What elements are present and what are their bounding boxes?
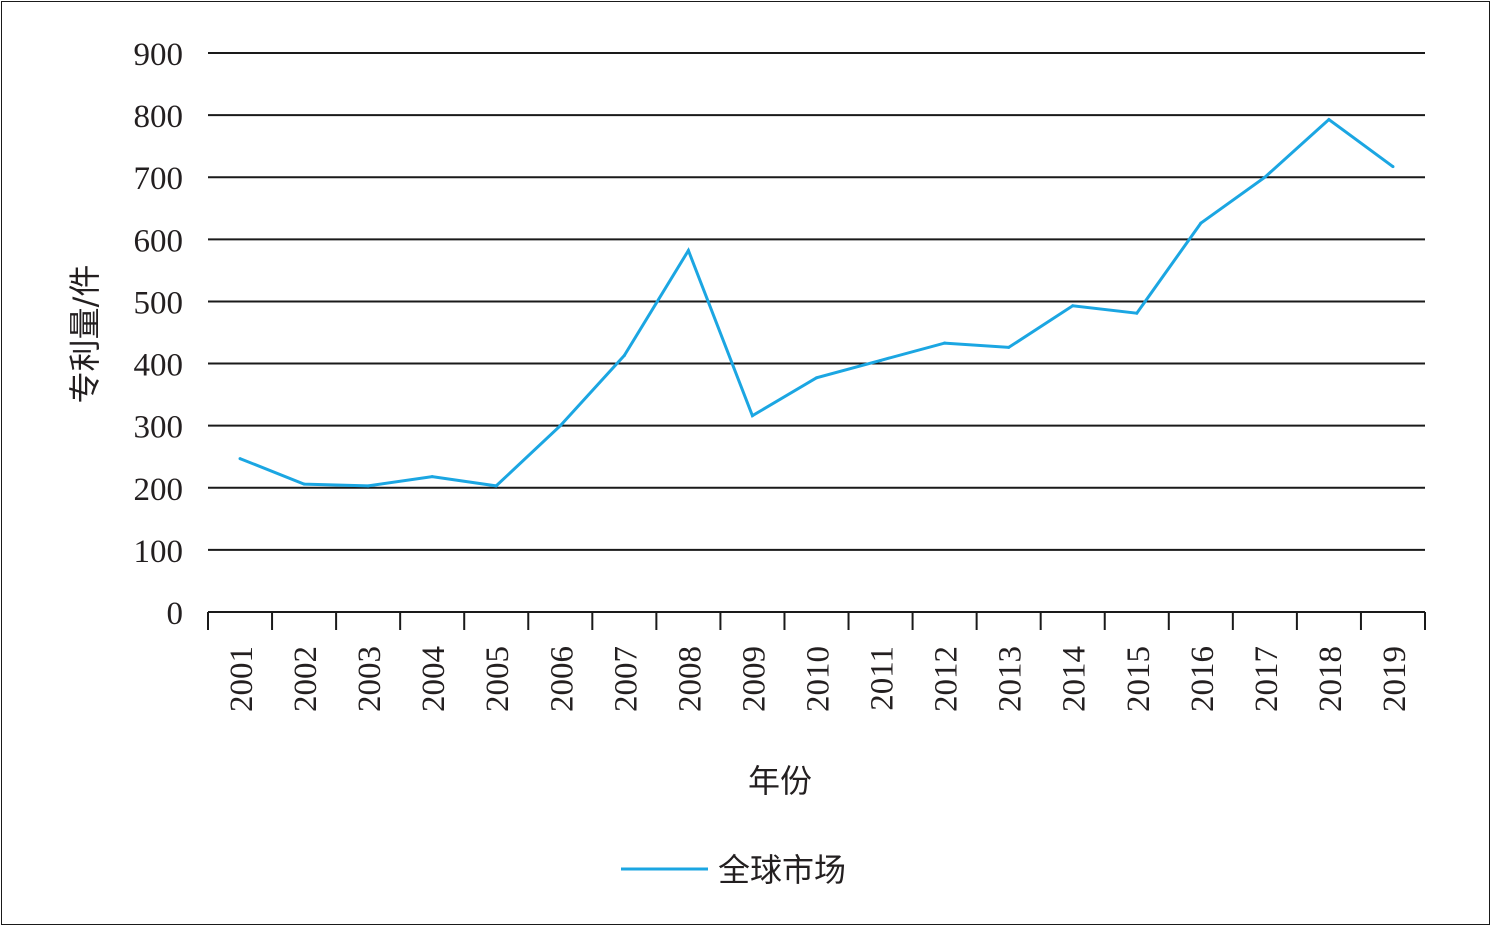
- legend: 全球市场: [621, 851, 846, 889]
- data-point-2008: [686, 249, 690, 253]
- x-tick-label-2015: 2015: [1121, 646, 1157, 712]
- y-tick-label-300: 300: [134, 410, 184, 446]
- data-point-2012: [943, 341, 947, 345]
- x-tick-label-2012: 2012: [929, 646, 965, 712]
- x-tick-label-2006: 2006: [544, 646, 580, 712]
- data-point-2013: [1007, 345, 1011, 349]
- y-tick-labels: 0 100 200 300 400 500 600 700 800 900: [134, 37, 184, 632]
- y-tick-label-700: 700: [134, 161, 184, 197]
- x-tick-label-2019: 2019: [1377, 646, 1413, 712]
- data-point-2018: [1327, 117, 1331, 121]
- data-point-2009: [750, 414, 754, 418]
- legend-label: 全球市场: [718, 851, 846, 889]
- data-point-2003: [366, 484, 370, 488]
- y-tick-label-500: 500: [134, 285, 184, 321]
- y-tick-label-800: 800: [134, 99, 184, 135]
- y-tick-label-400: 400: [134, 348, 184, 384]
- gridlines: [208, 52, 1425, 551]
- x-tick-label-2013: 2013: [993, 646, 1029, 712]
- x-tick-label-2007: 2007: [608, 646, 644, 712]
- data-point-2010: [815, 376, 818, 380]
- data-point-2002: [302, 482, 306, 486]
- x-tick-label-2002: 2002: [288, 646, 324, 712]
- data-point-2001: [238, 457, 242, 461]
- x-tick-label-2008: 2008: [672, 646, 708, 712]
- data-point-2006: [558, 424, 562, 428]
- series-line-0: [239, 117, 1394, 488]
- x-tick-label-2005: 2005: [480, 646, 516, 712]
- data-point-2015: [1135, 311, 1139, 315]
- x-tick-label-2016: 2016: [1185, 646, 1221, 712]
- x-tick-label-2004: 2004: [416, 646, 452, 712]
- y-axis-title: 专利量/件: [66, 265, 104, 404]
- x-tick-label-2009: 2009: [736, 646, 772, 712]
- y-tick-label-600: 600: [134, 223, 184, 259]
- x-tick-labels: 2001 2002 2003 2004 2005 2006 2007 2008 2009 2010…: [224, 646, 1413, 712]
- data-point-2005: [494, 484, 498, 488]
- y-tick-label-900: 900: [134, 37, 184, 73]
- data-point-2017: [1263, 175, 1267, 179]
- data-point-2007: [622, 353, 626, 357]
- x-tick-label-2003: 2003: [352, 646, 388, 712]
- x-tick-label-2011: 2011: [865, 646, 901, 711]
- x-tick-label-2001: 2001: [224, 646, 260, 712]
- data-point-2019: [1391, 165, 1395, 169]
- x-axis-title: 年份: [748, 762, 812, 800]
- y-tick-label-100: 100: [134, 534, 184, 570]
- x-tick-label-2018: 2018: [1313, 646, 1349, 712]
- series: [238, 117, 1395, 488]
- data-point-2011: [879, 358, 883, 362]
- y-tick-label-200: 200: [134, 472, 184, 508]
- x-tick-label-2010: 2010: [801, 646, 837, 712]
- x-tick-label-2014: 2014: [1057, 646, 1093, 712]
- data-point-2014: [1071, 304, 1075, 308]
- x-tick-label-2017: 2017: [1249, 646, 1285, 712]
- data-point-2004: [430, 475, 434, 479]
- axes: [207, 611, 1426, 630]
- data-point-2016: [1199, 221, 1203, 225]
- y-tick-label-0: 0: [167, 596, 184, 632]
